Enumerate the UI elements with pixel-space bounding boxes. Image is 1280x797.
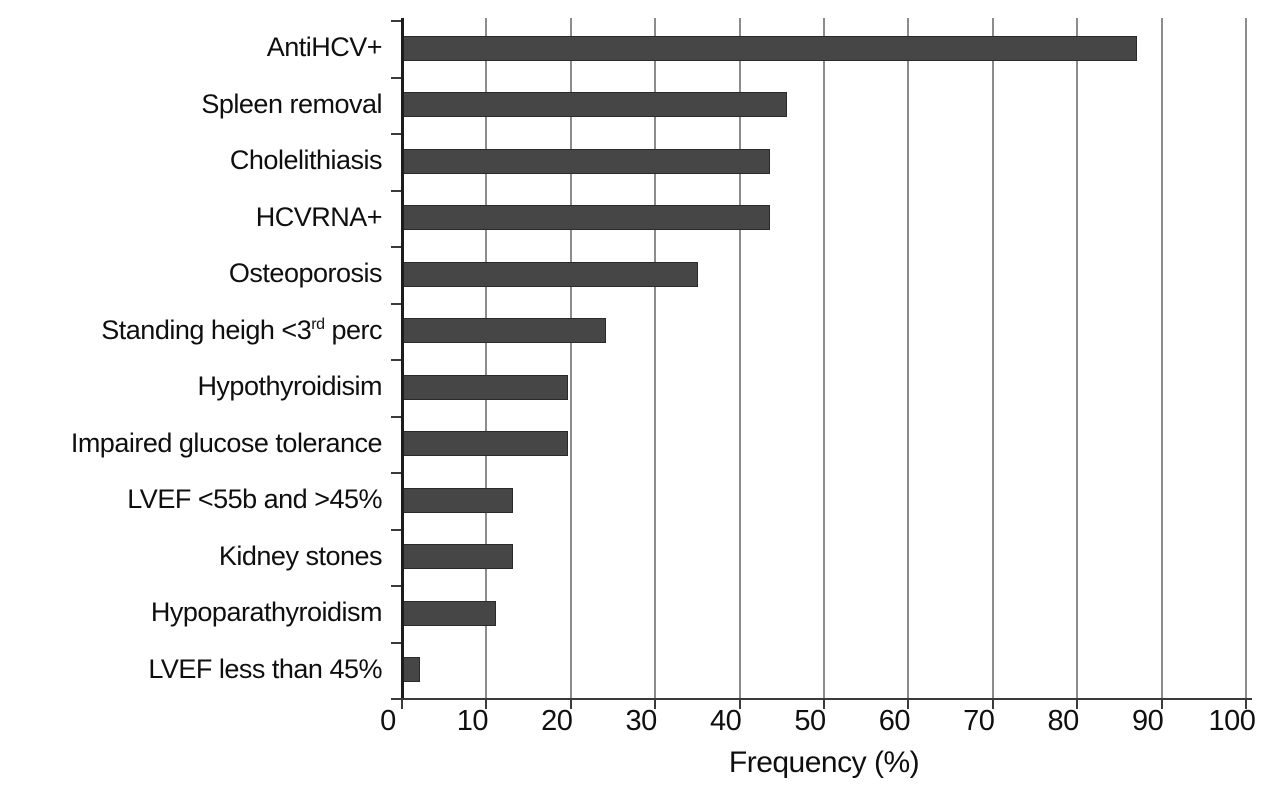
- bar: [403, 544, 513, 569]
- category-label: LVEF less than 45%: [148, 654, 382, 684]
- x-tick-label: 50: [794, 705, 826, 737]
- x-axis-tick: [738, 700, 741, 709]
- x-tick-label: 10: [456, 705, 489, 737]
- x-axis-tick: [1160, 700, 1163, 709]
- x-axis-tick: [907, 700, 910, 709]
- bar: [403, 431, 568, 456]
- category-label: Hypoparathyroidism: [150, 597, 383, 627]
- x-axis-tick: [401, 700, 403, 709]
- category-label: Spleen removal: [201, 89, 382, 119]
- y-axis-tick: [391, 359, 401, 361]
- x-tick-label: 100: [1208, 705, 1256, 737]
- y-axis-tick: [391, 77, 401, 79]
- category-label: AntiHCV+: [266, 32, 383, 62]
- bar: [403, 92, 787, 117]
- gridline: [569, 18, 572, 698]
- gridline: [654, 18, 657, 698]
- x-axis-tick: [485, 700, 488, 709]
- x-tick-label: 90: [1131, 705, 1164, 737]
- bar: [403, 149, 770, 174]
- category-label: Hypothyroidisim: [197, 371, 382, 401]
- y-axis-tick: [391, 416, 401, 418]
- y-axis-line: [401, 18, 404, 700]
- gridline: [738, 18, 741, 698]
- x-axis-tick: [1076, 700, 1079, 709]
- gridline: [485, 18, 488, 698]
- gridline: [991, 18, 994, 698]
- bar: [403, 262, 698, 287]
- gridline: [823, 18, 825, 698]
- x-axis-tick: [569, 700, 572, 709]
- x-axis-tick: [1245, 700, 1247, 709]
- category-label: Cholelithiasis: [229, 145, 383, 175]
- category-label: Impaired glucose tolerance: [70, 428, 383, 458]
- x-axis-tick: [991, 700, 994, 709]
- y-axis-tick: [391, 246, 401, 248]
- y-axis-tick: [391, 133, 401, 135]
- gridline: [907, 18, 910, 698]
- bar: [403, 488, 513, 513]
- category-label: Standing heigh <3rd perc: [101, 315, 382, 345]
- x-tick-label: 40: [709, 705, 742, 737]
- category-label: HCVRNA+: [255, 202, 383, 232]
- bar: [403, 36, 1137, 61]
- x-tick-label: 80: [1047, 705, 1080, 737]
- category-label: LVEF <55b and >45%: [127, 484, 382, 514]
- x-axis-tick: [654, 700, 657, 709]
- y-axis-tick: [391, 529, 401, 531]
- category-label: Osteoporosis: [228, 258, 383, 288]
- gridline: [1076, 18, 1079, 698]
- y-axis-tick: [391, 190, 401, 192]
- y-axis-tick: [391, 20, 401, 22]
- x-tick-label: 0: [380, 705, 396, 737]
- y-axis-tick: [391, 585, 401, 587]
- x-axis-title: Frequency (%): [728, 746, 920, 779]
- x-tick-label: 70: [963, 705, 995, 737]
- y-axis-tick: [391, 642, 401, 644]
- y-axis-tick: [391, 472, 401, 474]
- x-tick-label: 30: [625, 705, 658, 737]
- category-label: Kidney stones: [218, 541, 383, 571]
- superscript-text: rd: [311, 316, 325, 333]
- bar: [403, 657, 420, 682]
- bar: [403, 601, 496, 626]
- x-tick-label: 20: [541, 705, 573, 737]
- x-axis-line: [396, 698, 1252, 700]
- bar: [403, 318, 606, 343]
- x-tick-label: 60: [878, 705, 911, 737]
- y-axis-tick: [391, 303, 401, 305]
- gridline: [1160, 18, 1163, 698]
- bar: [403, 205, 770, 230]
- x-axis-tick: [823, 700, 825, 709]
- bar: [403, 375, 568, 400]
- gridline: [1245, 18, 1247, 698]
